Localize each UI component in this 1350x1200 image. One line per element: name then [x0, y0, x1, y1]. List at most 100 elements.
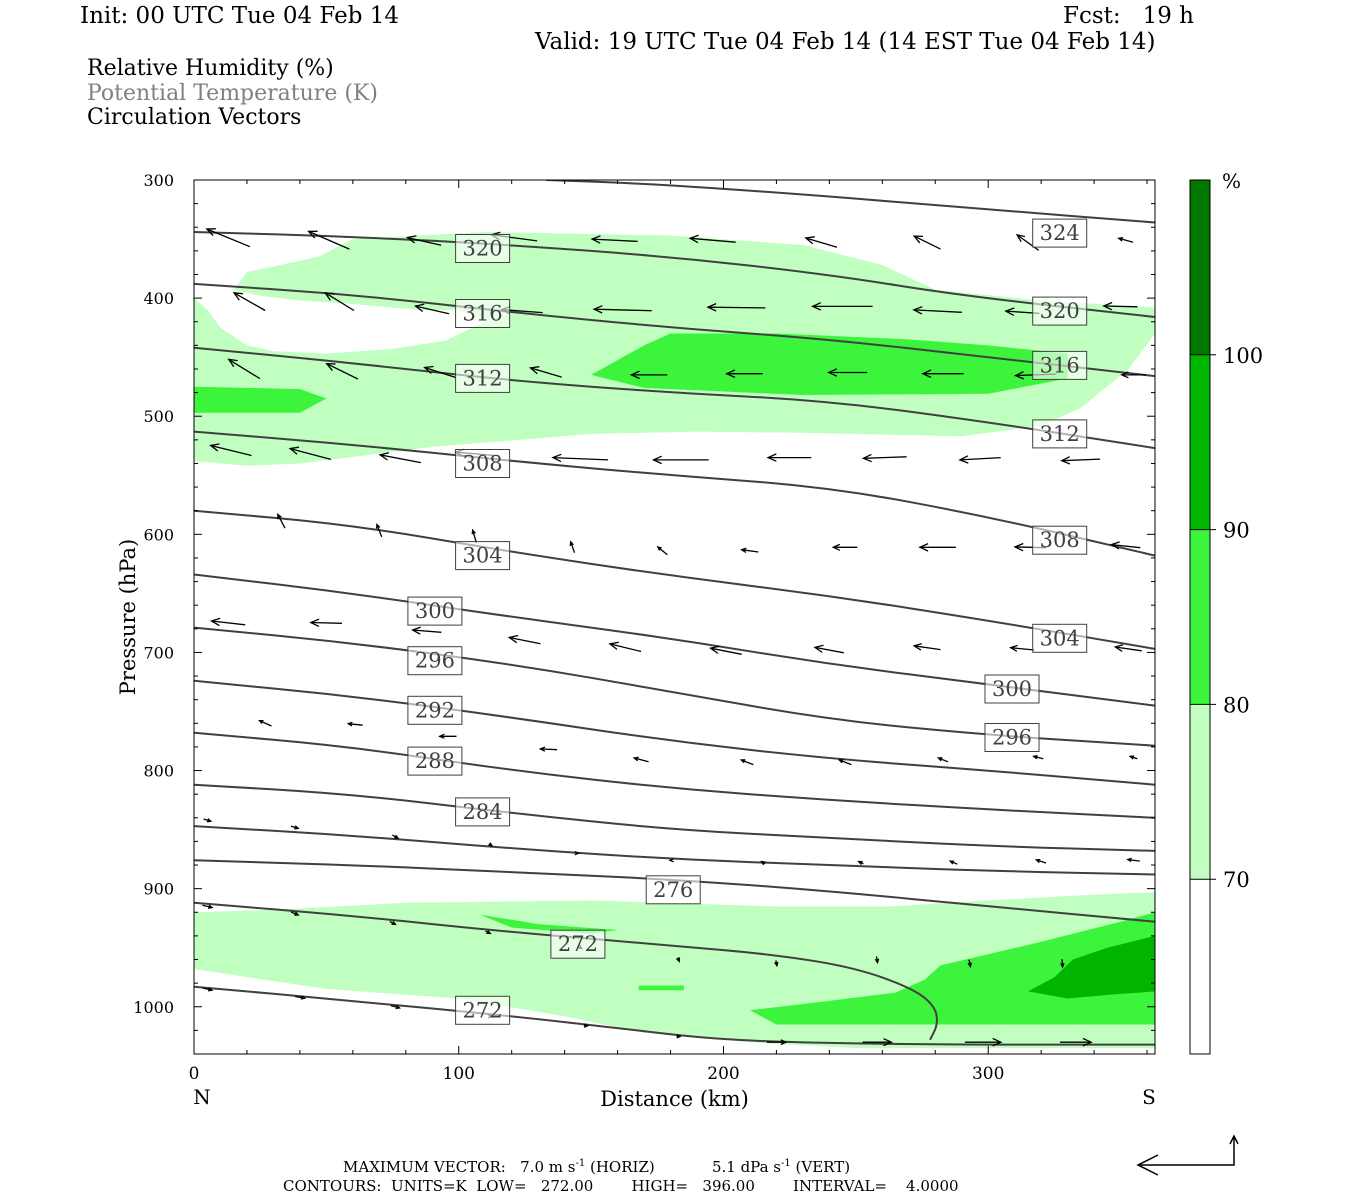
vector-shaft: [202, 904, 213, 909]
vector-shaft: [211, 620, 246, 626]
circulation-vector: [590, 235, 638, 244]
vector-shaft: [839, 759, 852, 766]
circulation-vector: [632, 756, 649, 763]
circulation-vector: [958, 455, 1001, 464]
axis-layer: 300 400 500 600 700 800 900 1000 0 100 200 300 N S Dis…: [116, 171, 1156, 1111]
vector-head: [209, 443, 220, 452]
vector-head: [1109, 541, 1120, 550]
circulation-vector: [390, 1004, 402, 1010]
circulation-vector: [857, 860, 864, 866]
circulation-vector: [1060, 1037, 1093, 1047]
vector-head: [1128, 755, 1135, 760]
contour-label: 272: [550, 929, 606, 959]
vector-head: [232, 292, 244, 301]
circulation-vector: [528, 366, 562, 378]
contour-label-box: [1032, 296, 1088, 326]
circulation-vector: [675, 957, 681, 963]
vector-shaft: [415, 305, 450, 315]
vector-head: [569, 540, 574, 546]
contour-label: 308: [1032, 525, 1088, 555]
contour-label: 272: [455, 995, 511, 1025]
contour-label: 300: [407, 596, 463, 626]
circulation-vector: [574, 851, 581, 856]
vector-shaft: [379, 454, 422, 464]
theta-contour-308: [194, 430, 1155, 557]
vector-shaft: [324, 292, 355, 312]
circulation-vector: [608, 641, 642, 653]
vector-shaft: [289, 447, 332, 461]
vector-head: [207, 987, 214, 992]
circulation-vector: [774, 960, 779, 968]
circulation-vector: [1120, 371, 1146, 379]
contour-label-box: [984, 723, 1040, 752]
contour-label-box: [455, 995, 511, 1025]
vector-shaft: [310, 621, 343, 624]
vector-head: [1013, 542, 1024, 552]
circulation-vector: [210, 617, 246, 627]
vector-head: [309, 618, 320, 627]
contour-label: 304: [1032, 623, 1088, 653]
vector-head: [258, 719, 264, 725]
vector-shaft: [959, 456, 1001, 461]
contour-label-box: [455, 299, 511, 328]
contour-label-layer: 324 320 320 316 316 312 312 308 308 304 304 300 300 2…: [407, 218, 1088, 1025]
circulation-vector: [232, 292, 266, 312]
contour-label: 284: [455, 797, 511, 827]
vector-shaft: [805, 237, 838, 248]
vector-head: [488, 842, 494, 847]
colorbar-tick-label: 100: [1223, 344, 1263, 368]
circulation-vector: [827, 368, 868, 377]
vector-head: [912, 235, 924, 244]
contour-label-box: [455, 541, 511, 571]
vector-shaft: [206, 228, 251, 248]
vector-shaft: [259, 720, 272, 727]
x-tick-label: 300: [972, 1064, 1004, 1084]
circulation-vector: [485, 929, 492, 935]
contour-label-text: 272: [558, 932, 598, 956]
vector-shaft: [326, 363, 359, 380]
contour-label: 324: [1032, 218, 1088, 248]
circulation-vector: [706, 303, 766, 312]
theta-contour-300: [194, 573, 1155, 707]
rh-region: [638, 985, 684, 991]
vector-head: [538, 746, 546, 752]
vector-shaft: [233, 292, 266, 312]
vector-head: [323, 291, 335, 301]
contour-label-box: [407, 746, 463, 776]
circulation-vector: [760, 860, 766, 866]
circulation-vector: [676, 1034, 683, 1039]
x-tick-label: 100: [443, 1064, 475, 1084]
circulation-vector: [936, 757, 949, 763]
vector-head: [831, 543, 841, 551]
vector-head: [574, 851, 581, 856]
circulation-vector: [1117, 236, 1134, 243]
theta-contour-layer: [194, 180, 1155, 1046]
vector-shaft: [407, 236, 442, 246]
circulation-vector: [411, 626, 442, 635]
circulation-vector: [205, 228, 251, 248]
vector-head: [608, 641, 619, 650]
circulation-vector: [874, 956, 880, 965]
circulation-vector: [811, 302, 873, 311]
theta-contour-320: [194, 231, 1155, 318]
vector-shaft: [1103, 305, 1138, 308]
vector-head: [804, 236, 815, 245]
circulation-vector: [1032, 755, 1044, 760]
circulation-vector: [583, 1023, 590, 1028]
vector-head: [590, 235, 601, 244]
plot-frame: [193, 179, 1156, 1055]
contour-label-text: 304: [463, 544, 503, 568]
y-axis-label: Pressure (hPa): [116, 539, 140, 695]
contour-label-text: 288: [415, 749, 455, 773]
y-tick-label: 300: [143, 171, 174, 190]
vector-head: [307, 230, 318, 239]
circulation-vector: [766, 453, 812, 462]
vector-shaft: [1016, 234, 1040, 251]
vector-head: [739, 759, 746, 764]
colorbar-tick-label: 80: [1223, 693, 1250, 717]
contour-label: 300: [984, 674, 1040, 704]
rh-region: [194, 386, 327, 413]
circulation-vector-layer: [202, 228, 1146, 1047]
contour-label-text: 284: [463, 800, 503, 824]
